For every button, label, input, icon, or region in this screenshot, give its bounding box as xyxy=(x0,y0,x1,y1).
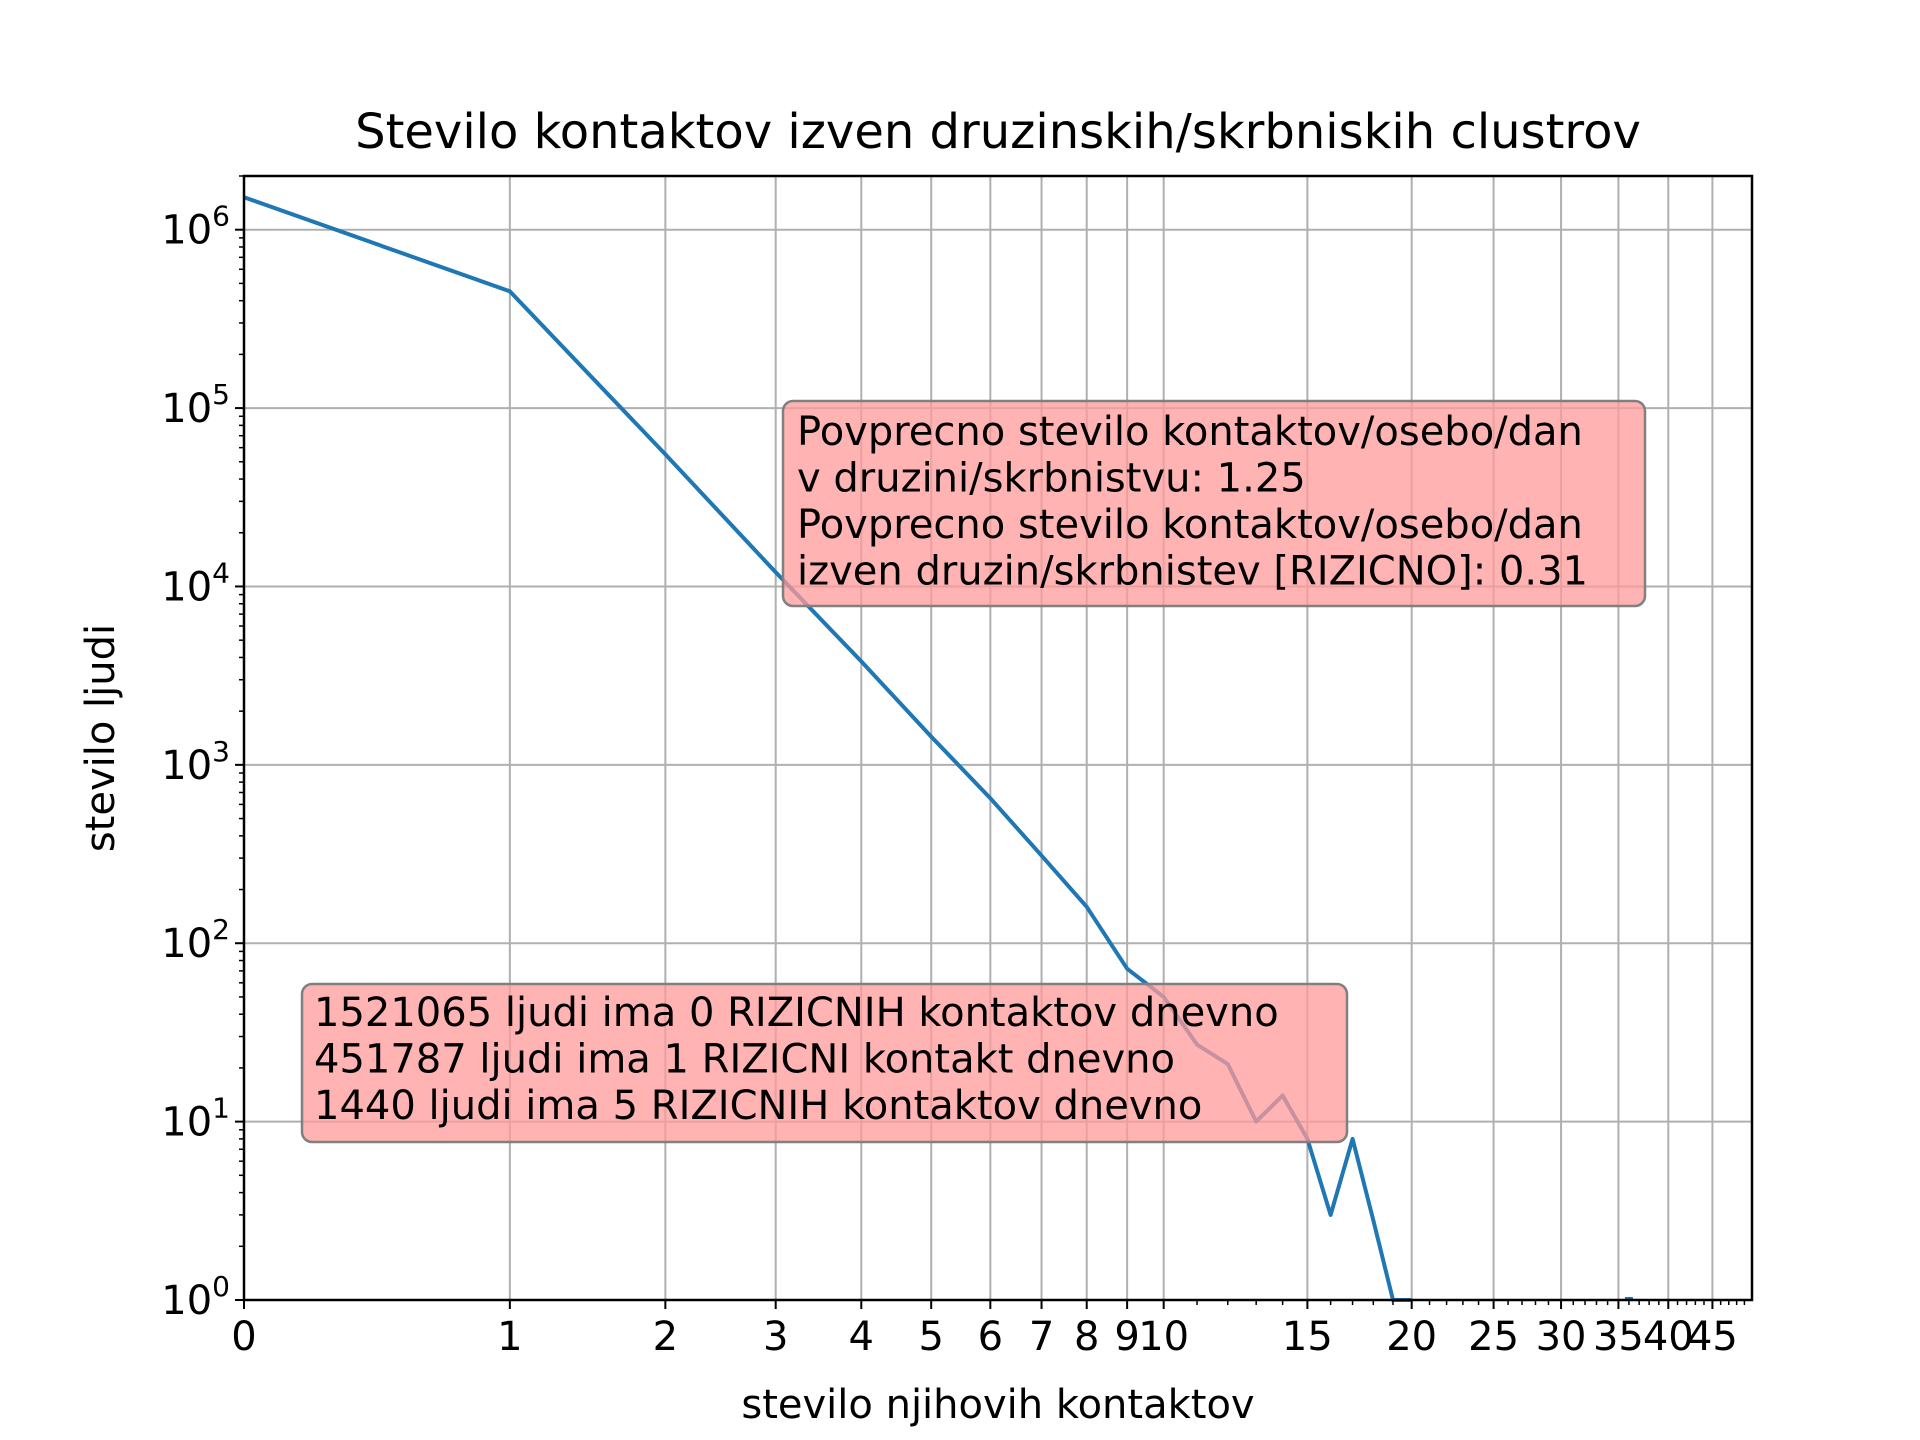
annotation-line: 1521065 ljudi ima 0 RIZICNIH kontaktov d… xyxy=(314,990,1279,1036)
x-tick-label: 20 xyxy=(1386,1314,1437,1360)
y-tick-label: 105 xyxy=(161,378,230,432)
annotation-line: Povprecno stevilo kontaktov/osebo/dan xyxy=(797,409,1583,455)
x-tick-label: 35 xyxy=(1593,1314,1644,1360)
x-tick-label: 0 xyxy=(231,1314,256,1360)
x-tick-label: 15 xyxy=(1282,1314,1333,1360)
chart-title: Stevilo kontaktov izven druzinskih/skrbn… xyxy=(355,104,1641,160)
ticks: 0 1 2 3 4 5 6 7 8 910 15 20 25 30 35404510010110210310… xyxy=(161,175,1746,1360)
x-axis-label: stevilo njihovih kontaktov xyxy=(741,1382,1254,1428)
y-axis-label: stevilo ljudi xyxy=(78,624,124,852)
annotation-line: 451787 ljudi ima 1 RIZICNI kontakt dnevn… xyxy=(314,1037,1175,1083)
x-tick-label: 4 xyxy=(849,1314,874,1360)
y-tick-label: 102 xyxy=(161,913,230,967)
x-tick-label: 7 xyxy=(1029,1314,1054,1360)
x-tick-label: 8 xyxy=(1074,1314,1099,1360)
annotation-background xyxy=(300,982,1349,1144)
y-tick-label: 100 xyxy=(161,1270,230,1324)
y-tick-label: 103 xyxy=(161,735,230,789)
annotation-background xyxy=(781,399,1647,608)
y-tick-label: 104 xyxy=(161,556,230,610)
x-tick-label: 2 xyxy=(653,1314,678,1360)
x-tick-label: 5 xyxy=(918,1314,943,1360)
x-tick-label: 10 xyxy=(1138,1314,1189,1360)
annotation-line: 1440 ljudi ima 5 RIZICNIH kontaktov dnev… xyxy=(314,1083,1202,1129)
x-tick-label: 45 xyxy=(1687,1314,1738,1360)
annotation-line: v druzini/skrbnistvu: 1.25 xyxy=(797,456,1306,502)
x-tick-label: 40 xyxy=(1643,1314,1694,1360)
x-tick-label: 6 xyxy=(978,1314,1003,1360)
x-tick-label: 9 xyxy=(1114,1314,1139,1360)
annotation-line: Povprecno stevilo kontaktov/osebo/dan xyxy=(797,502,1583,548)
y-tick-label: 106 xyxy=(161,200,230,254)
x-tick-label: 30 xyxy=(1536,1314,1587,1360)
axes-frame xyxy=(242,174,1754,1302)
x-tick-label: 3 xyxy=(763,1314,788,1360)
y-tick-label: 101 xyxy=(161,1092,230,1146)
x-tick-label: 25 xyxy=(1468,1314,1519,1360)
annotation-box: 1521065 ljudi ima 0 RIZICNIH kontaktov d… xyxy=(300,982,1349,1144)
x-tick-label: 1 xyxy=(497,1314,522,1360)
annotation-line: izven druzin/skrbnistev [RIZICNO]: 0.31 xyxy=(797,549,1588,595)
